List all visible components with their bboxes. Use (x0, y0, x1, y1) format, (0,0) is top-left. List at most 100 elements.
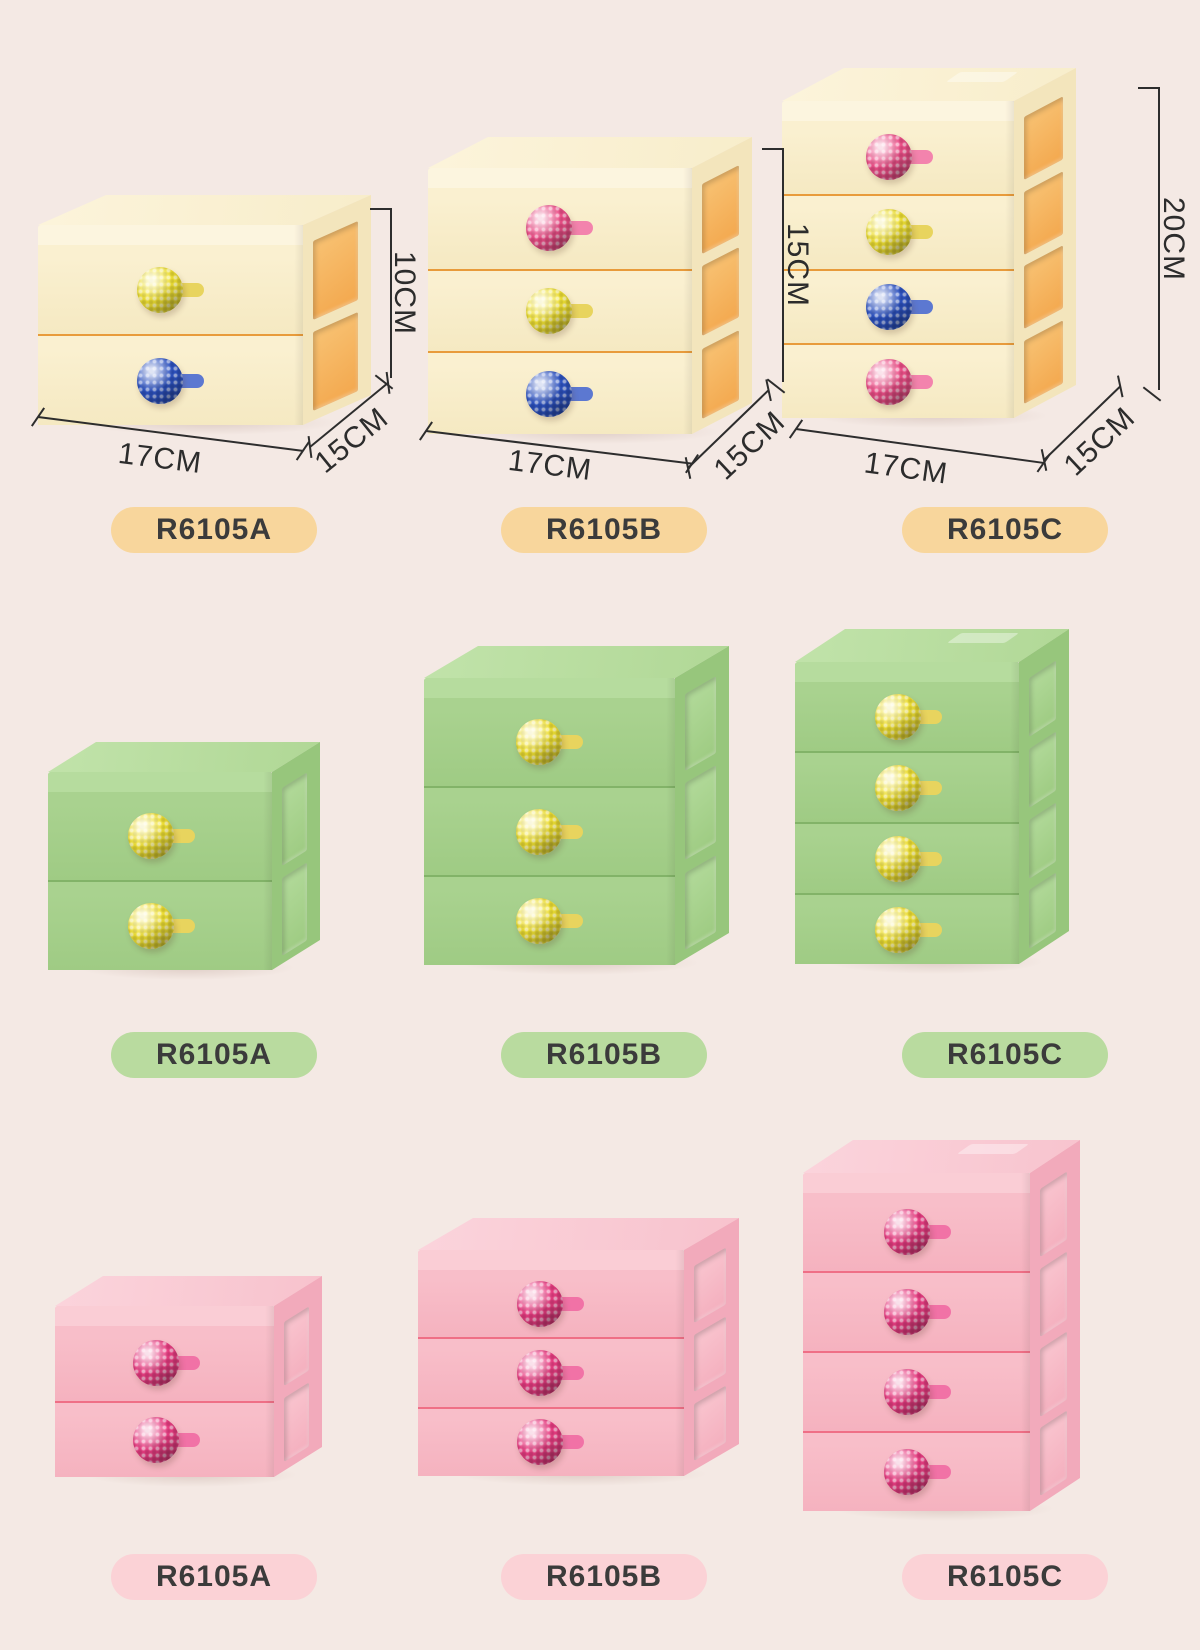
drawer-knob (516, 808, 563, 855)
drawer (803, 1271, 1030, 1351)
drawer (782, 343, 1014, 418)
cabinet-front (803, 1173, 1030, 1511)
drawer (795, 682, 1019, 751)
cabinet-top-face (48, 742, 320, 772)
drawer-knob (128, 903, 175, 949)
drawer (795, 822, 1019, 893)
model-badge: R6105A (111, 1032, 317, 1078)
drawer-knob (875, 906, 922, 953)
drawer-knob (865, 283, 912, 330)
side-frame-hole (685, 765, 716, 861)
side-frame-hole (702, 329, 739, 419)
cabinet-lid-lip (55, 1306, 274, 1326)
drawer (418, 1270, 684, 1338)
drawer-knob (526, 370, 573, 417)
cabinet-top-face (428, 137, 752, 168)
cabinet-side-frame (1014, 68, 1076, 418)
product-photo-cream-4-drawer (778, 68, 1086, 432)
drawer-knob (517, 1349, 564, 1396)
side-frame-hole (284, 1382, 309, 1462)
product-photo-cream-2-drawer (34, 195, 381, 439)
model-badge: R6105B (501, 507, 707, 553)
cabinet-lid-lip (782, 101, 1014, 121)
cabinet-top-face (795, 629, 1069, 662)
side-frame-hole (685, 854, 716, 950)
side-frame-hole (1024, 319, 1063, 403)
side-frame-hole (284, 1306, 309, 1386)
drawer-stack (38, 245, 303, 425)
model-badge: R6105B (501, 1554, 707, 1600)
side-frame-hole (694, 1385, 726, 1461)
cabinet-side-frame (1030, 1140, 1080, 1511)
drawer (418, 1337, 684, 1407)
height-dimension-label: 10CM (388, 250, 421, 336)
drawer-knob (875, 764, 922, 811)
height-dimension-line (1138, 87, 1160, 390)
drawer (782, 268, 1014, 344)
product-photo-green-2-drawer (44, 742, 330, 984)
cabinet-front (38, 225, 303, 425)
side-frame-hole (282, 861, 307, 955)
drawer (424, 785, 675, 876)
side-frame-hole (1029, 801, 1056, 879)
cabinet-side-frame (684, 1218, 739, 1476)
model-badge: R6105C (902, 507, 1108, 553)
drawer (38, 245, 303, 334)
product-photo-pink-4-drawer (799, 1140, 1090, 1525)
model-badge: R6105B (501, 1032, 707, 1078)
side-frame-hole (1029, 872, 1056, 949)
side-frame-hole (1040, 1330, 1067, 1417)
cabinet-front (795, 662, 1019, 964)
drawer (428, 268, 692, 352)
cabinet-lid-lip (803, 1173, 1030, 1193)
drawer-stack (782, 121, 1014, 418)
cabinet-top-face (424, 646, 729, 678)
product-photo-pink-2-drawer (51, 1276, 332, 1491)
product-photo-green-4-drawer (791, 629, 1079, 978)
drawer-knob (865, 358, 912, 405)
side-frame-hole (1040, 1171, 1067, 1257)
side-frame-hole (313, 311, 358, 410)
drawer-knob (884, 1369, 931, 1415)
model-badge: R6105C (902, 1554, 1108, 1600)
drawer-knob (865, 209, 912, 256)
height-dimension-line (370, 208, 392, 378)
side-frame-hole (702, 165, 739, 255)
cabinet-front (48, 772, 272, 970)
model-badge: R6105A (111, 507, 317, 553)
drawer-knob (875, 835, 922, 882)
product-photo-green-3-drawer (420, 646, 739, 979)
cabinet-front (418, 1250, 684, 1476)
drawer (428, 188, 692, 269)
drawer-knob (517, 1419, 564, 1466)
side-frame-hole (1029, 660, 1056, 737)
cabinet-top-face (418, 1218, 739, 1250)
drawer-knob (132, 1416, 179, 1463)
drawer (48, 880, 272, 970)
drawer-knob (128, 813, 175, 859)
cabinet-front (424, 678, 675, 966)
side-frame-hole (1024, 170, 1063, 254)
height-dimension-label: 15CM (781, 222, 814, 308)
cabinet-side-frame (692, 137, 752, 434)
drawer-stack (418, 1270, 684, 1476)
cabinet-lid-lip (424, 678, 675, 698)
drawer-knob (132, 1340, 179, 1387)
drawer-stack (803, 1193, 1030, 1511)
drawer (428, 351, 692, 435)
drawer (803, 1193, 1030, 1271)
side-frame-hole (1024, 96, 1063, 180)
drawer-knob (875, 693, 922, 740)
cabinet-side-frame (303, 195, 371, 425)
side-frame-hole (1029, 731, 1056, 808)
drawer-knob (865, 134, 912, 181)
cabinet-front (428, 168, 692, 435)
side-frame-hole (1024, 245, 1063, 329)
drawer (424, 698, 675, 786)
drawer (418, 1406, 684, 1476)
cabinet-front (55, 1306, 274, 1477)
drawer-knob (526, 288, 573, 334)
drawer (782, 121, 1014, 194)
drawer-stack (55, 1326, 274, 1477)
